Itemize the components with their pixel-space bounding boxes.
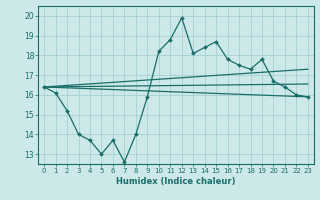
- X-axis label: Humidex (Indice chaleur): Humidex (Indice chaleur): [116, 177, 236, 186]
